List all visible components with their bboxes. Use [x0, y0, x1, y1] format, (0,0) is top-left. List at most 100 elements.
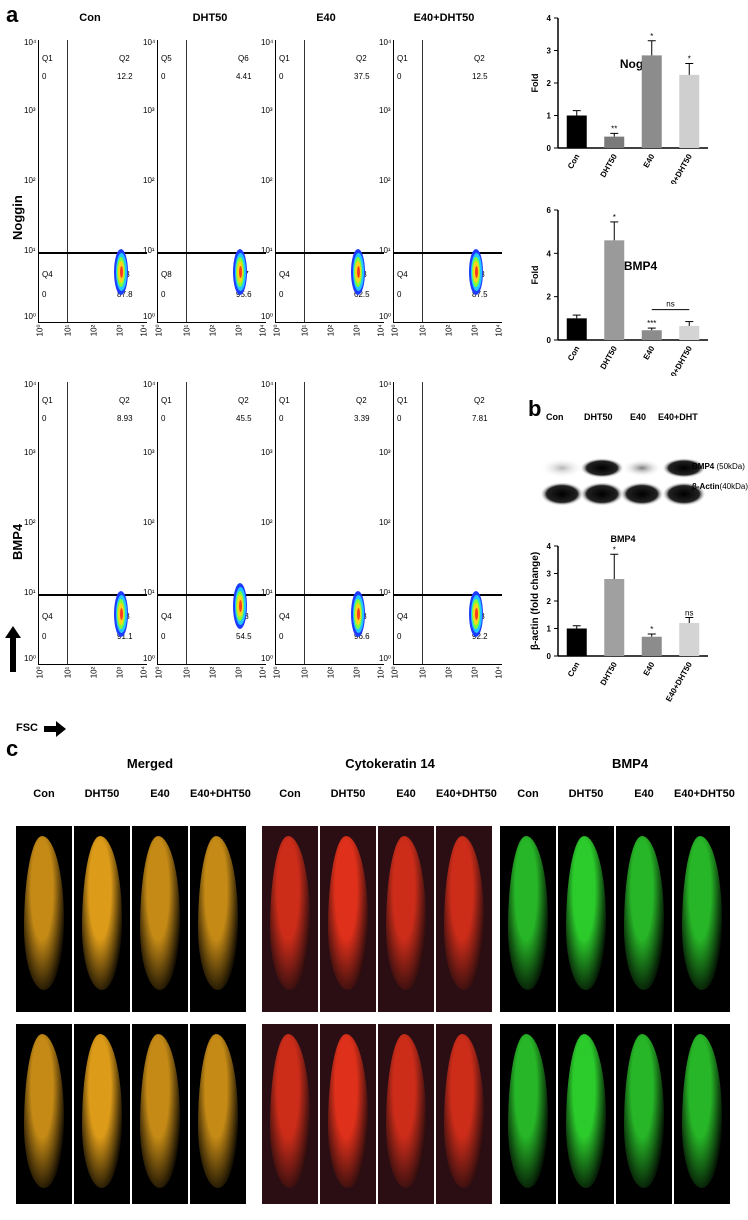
embryo-shape: [24, 1034, 64, 1188]
panel-c-col-header: DHT50: [330, 788, 366, 800]
right-arrow-icon: [56, 721, 66, 737]
y-tick-label: 6: [547, 206, 552, 215]
y-tick-label: 10⁰: [379, 312, 392, 321]
y-tick-label: 0: [547, 144, 552, 153]
fluorescence-image: [132, 1024, 188, 1204]
quadrant-label: Q4: [161, 612, 172, 621]
panel-c-col-header: Con: [517, 788, 539, 800]
quadrant-vertical-line: [304, 40, 305, 322]
y-tick-label: 1: [547, 625, 552, 634]
x-tick-label: 10¹: [300, 324, 310, 337]
quadrant-label: 54.5: [236, 632, 252, 641]
y-tick-label: 10⁰: [143, 312, 156, 321]
x-tick-label: 10²: [208, 324, 218, 337]
density-contour: [119, 266, 123, 278]
x-tick-label: 10⁴: [139, 666, 149, 679]
x-tick-label: 10¹: [63, 666, 73, 679]
y-tick-label: 10⁰: [143, 654, 156, 663]
quadrant-label: 95.6: [236, 290, 252, 299]
fluorescence-image: [378, 1024, 434, 1204]
bar: [604, 579, 625, 656]
bar: [641, 330, 662, 340]
quadrant-label: 0: [161, 632, 166, 641]
x-tick-label: E40+DHT50: [664, 660, 694, 703]
y-tick-label: 10¹: [261, 588, 273, 597]
embryo-shape: [566, 836, 606, 990]
panel-c-label: c: [6, 736, 19, 761]
band-label-actin: β-Actin: [692, 482, 720, 491]
bar: [679, 623, 700, 656]
embryo-shape: [82, 836, 122, 990]
bmp4-actin-bar-chart: 0 1 2 3 4 β-actin (fold change) BMP4 Con * DHT50 *…: [530, 534, 708, 703]
quadrant-label: 8.93: [117, 414, 133, 423]
y-tick-label: 10³: [261, 106, 273, 115]
embryo-shape: [566, 1034, 606, 1188]
fluorescence-image: [436, 1024, 492, 1204]
x-tick-label: 10³: [234, 666, 244, 679]
y-tick-label: 10¹: [143, 588, 155, 597]
y-tick-label: 10³: [143, 106, 155, 115]
quadrant-label: 0: [42, 72, 47, 81]
bar: [566, 318, 587, 340]
band-size-bmp4: (50kDa): [716, 462, 745, 471]
quadrant-label: Q2: [238, 396, 249, 405]
quadrant-label: Q1: [397, 396, 408, 405]
quadrant-label: 0: [279, 72, 284, 81]
embryo-shape: [682, 1034, 722, 1188]
density-contour: [474, 266, 478, 278]
fluorescence-image: [190, 826, 246, 1012]
y-tick-label: 10²: [379, 518, 391, 527]
fluorescence-image: [320, 826, 376, 1012]
y-axis-label: Fold: [530, 74, 540, 93]
band-label-bmp4: BMP4: [692, 462, 715, 471]
x-tick-label: DHT50: [599, 660, 620, 687]
y-tick-label: 10⁰: [261, 312, 274, 321]
quadrant-horizontal-line: [276, 594, 384, 596]
significance-marker: ns: [685, 609, 693, 618]
x-tick-label: 10³: [352, 666, 362, 679]
x-tick-label: E40+DHT50: [664, 344, 694, 376]
fluorescence-image: [16, 1024, 72, 1204]
y-tick-label: 10⁴: [261, 38, 274, 47]
y-tick-label: 10¹: [261, 246, 273, 255]
x-tick-label: 10⁴: [376, 324, 386, 337]
panel-c-col-header: E40: [396, 788, 416, 800]
flow-row-label: BMP4: [10, 523, 25, 560]
panel-c-group-title: BMP4: [611, 756, 649, 771]
bar: [566, 628, 587, 656]
quadrant-label: Q1: [42, 54, 53, 63]
significance-marker: ***: [647, 319, 656, 328]
quadrant-label: 3.39: [354, 414, 370, 423]
embryo-shape: [82, 1034, 122, 1188]
y-tick-label: 10³: [379, 448, 391, 457]
y-tick-label: 10³: [24, 448, 36, 457]
x-tick-label: 10²: [444, 666, 454, 679]
quadrant-label: 0: [397, 290, 402, 299]
y-tick-label: 10¹: [143, 246, 155, 255]
significance-marker: **: [611, 124, 617, 133]
x-tick-label: 10⁰: [390, 324, 400, 337]
bmp4-bar-chart: 0 2 4 6 Fold BMP4 Con * DHT50 *** E40 E40+DHT50 ns: [530, 206, 708, 376]
x-tick-label: 10²: [89, 666, 99, 679]
western-lane-label: E40+DHT: [658, 412, 698, 422]
x-tick-label: 10³: [352, 324, 362, 337]
y-tick-label: 10⁴: [379, 38, 392, 47]
y-tick-label: 10²: [143, 518, 155, 527]
embryo-shape: [444, 1034, 484, 1188]
x-tick-label: 10²: [326, 324, 336, 337]
bar: [604, 136, 625, 148]
embryo-shape: [328, 1034, 368, 1188]
embryo-shape: [270, 836, 310, 990]
y-tick-label: 4: [547, 542, 552, 551]
y-tick-label: 10⁴: [24, 380, 37, 389]
y-tick-label: 10⁴: [24, 38, 37, 47]
quadrant-horizontal-line: [158, 252, 266, 254]
y-tick-label: 10³: [24, 106, 36, 115]
flow-col-header: E40: [316, 12, 336, 24]
x-tick-label: 10⁰: [35, 324, 45, 337]
fluorescence-image: [378, 826, 434, 1012]
quadrant-label: Q4: [42, 270, 53, 279]
fluorescence-image: [16, 826, 72, 1012]
embryo-shape: [270, 1034, 310, 1188]
